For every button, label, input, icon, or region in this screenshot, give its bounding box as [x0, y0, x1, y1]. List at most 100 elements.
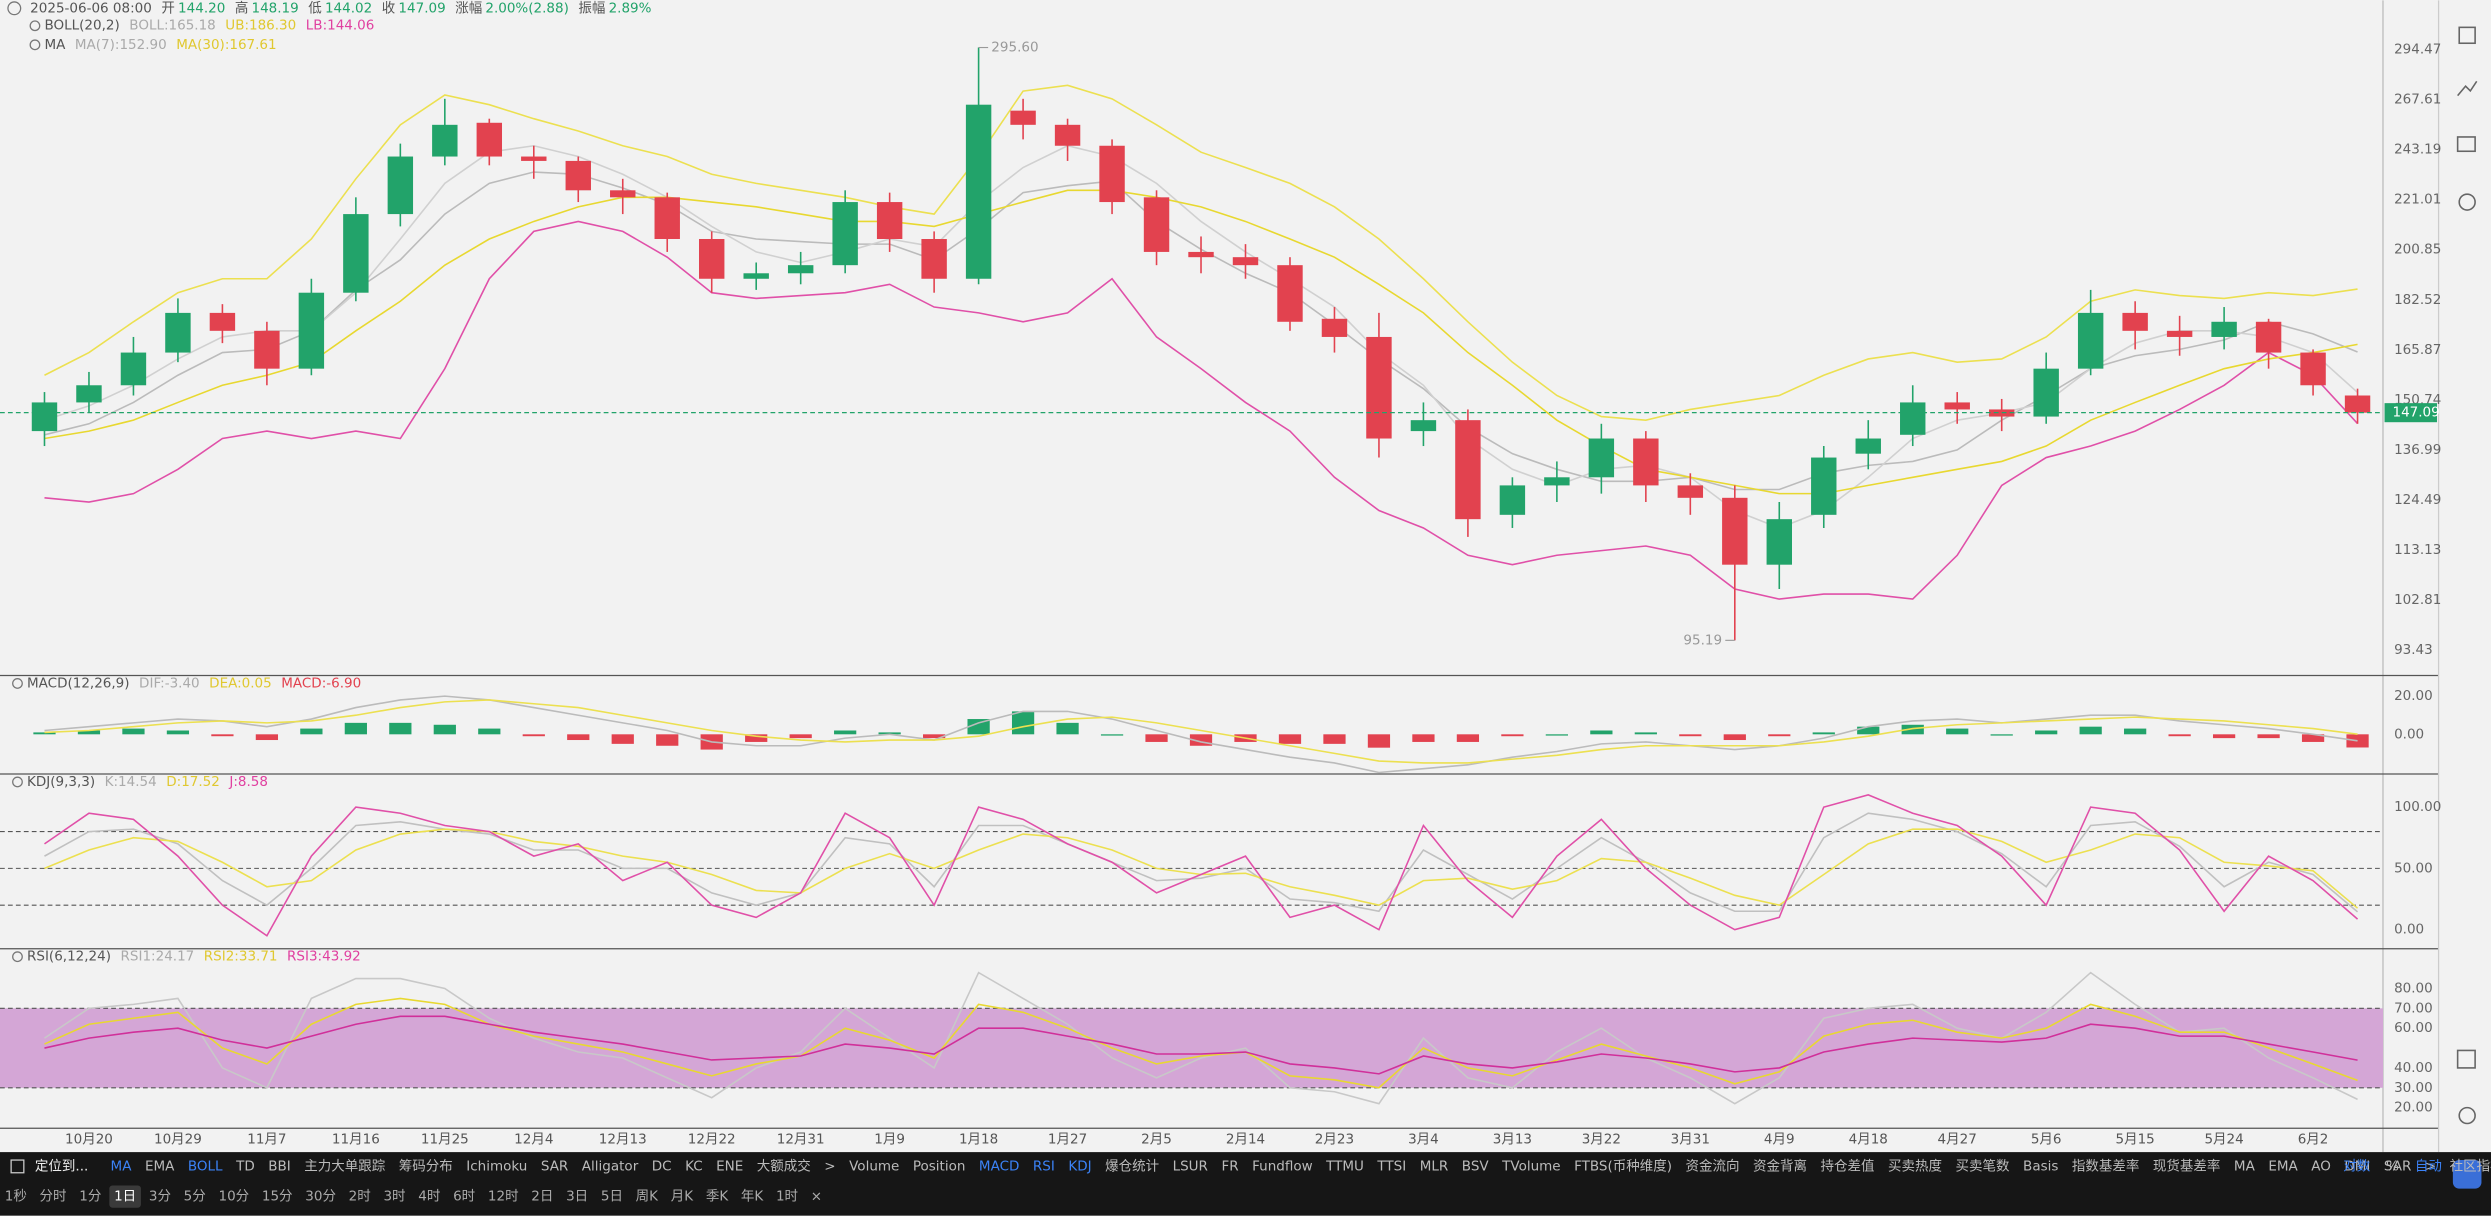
period-button[interactable]: 10分 [218, 1189, 249, 1205]
indicator-button[interactable]: > [2425, 1158, 2436, 1174]
scale-button[interactable]: 对数 [2343, 1158, 2370, 1174]
indicator-button[interactable]: 筹码分布 [399, 1157, 453, 1174]
app-icon[interactable] [2452, 1160, 2482, 1189]
candle-body [876, 202, 903, 240]
tool-icon[interactable] [2456, 136, 2476, 153]
indicator-button[interactable]: Fundflow [1252, 1158, 1313, 1174]
indicator-button[interactable]: SAR [2384, 1158, 2411, 1174]
x-tick-label: 12月13 [599, 1131, 647, 1147]
period-button[interactable]: 1时 [776, 1189, 798, 1205]
indicator-button[interactable]: 主力大单跟踪 [304, 1158, 385, 1174]
indicator-button[interactable]: 社区指标 [2450, 1158, 2491, 1174]
indicator-button[interactable]: EMA [145, 1158, 175, 1174]
tool-icon[interactable] [2458, 26, 2476, 45]
indicator-button[interactable]: RSI [1033, 1158, 1055, 1174]
indicator-button[interactable]: ENE [716, 1158, 743, 1174]
indicator-button[interactable]: FTBS(币种维度) [1574, 1158, 1672, 1174]
x-tick-label: 1月18 [959, 1131, 998, 1147]
period-button[interactable]: 周K [636, 1189, 660, 1205]
period-button[interactable]: 6时 [453, 1189, 475, 1205]
period-button[interactable]: 3时 [383, 1189, 405, 1205]
y-tick-label: 0.00 [2394, 922, 2424, 938]
header-value: 2.89% [609, 0, 652, 16]
indicator-button[interactable]: Alligator [582, 1158, 639, 1174]
indicator-button[interactable]: FR [1221, 1158, 1238, 1174]
x-tick-label: 4月18 [1849, 1131, 1888, 1147]
period-button[interactable]: 12时 [488, 1189, 519, 1205]
tool-icon[interactable] [2458, 1106, 2476, 1125]
indicator-button[interactable]: TTMU [1325, 1158, 1364, 1174]
tool-icon[interactable] [2457, 80, 2478, 97]
x-tick-label: 2月14 [1226, 1131, 1265, 1147]
period-button[interactable]: 4时 [418, 1189, 440, 1205]
period-button[interactable]: 1秒 [5, 1189, 27, 1205]
indicator-button[interactable]: BBI [268, 1158, 291, 1174]
tool-icon[interactable] [2458, 193, 2476, 211]
scale-button[interactable]: % [2386, 1158, 2399, 1174]
period-button[interactable]: 1日 [114, 1189, 136, 1205]
indicator-button[interactable]: 爆仓统计 [1105, 1158, 1159, 1174]
indicator-button[interactable]: MA [111, 1158, 133, 1174]
candle-body [787, 265, 814, 274]
tool-icon[interactable] [2456, 1049, 2476, 1069]
period-button[interactable]: 15分 [262, 1189, 293, 1205]
indicator-button[interactable]: TVolume [1501, 1158, 1560, 1174]
indicator-button[interactable]: LSUR [1173, 1158, 1208, 1174]
y-tick-label: 165.87 [2394, 342, 2441, 358]
indicator-button[interactable]: EMA [2268, 1158, 2298, 1174]
period-button[interactable]: 5分 [184, 1189, 206, 1205]
indicator-button[interactable]: Position [913, 1158, 966, 1174]
period-button[interactable]: × [811, 1189, 822, 1205]
header-label: 涨幅 [455, 0, 482, 16]
indicator-button[interactable]: AO [2311, 1158, 2331, 1174]
macd-bar [166, 730, 190, 735]
period-button[interactable]: 季K [706, 1189, 730, 1205]
indicator-button[interactable]: 现货基差率 [2153, 1157, 2221, 1174]
macd-bar [1768, 734, 1791, 737]
indicator-button[interactable]: 买卖笔数 [1956, 1158, 2010, 1174]
indicator-button[interactable]: Volume [849, 1158, 899, 1174]
candle-body [1366, 336, 1392, 439]
candle-body [521, 156, 547, 161]
indicator-button[interactable]: Ichimoku [466, 1158, 527, 1174]
indicator-button[interactable]: 指数基差率 [2072, 1157, 2140, 1174]
period-button[interactable]: 3日 [566, 1189, 588, 1205]
period-button[interactable]: 年K [741, 1189, 765, 1205]
scale-button[interactable]: 自动 [2415, 1158, 2442, 1174]
candle-body [1544, 477, 1570, 486]
period-button[interactable]: 月K [671, 1189, 695, 1205]
period-button[interactable]: 3分 [149, 1189, 171, 1205]
indicator-button[interactable]: 买卖热度 [1888, 1158, 1942, 1174]
indicator-button[interactable]: DMI [2344, 1158, 2370, 1174]
indicator-line [44, 1015, 2358, 1075]
indicator-button[interactable]: Basis [2023, 1158, 2058, 1174]
period-button[interactable]: 5日 [601, 1189, 623, 1205]
locate-button[interactable]: 定位到... [35, 1158, 88, 1174]
period-button[interactable]: 2日 [531, 1189, 553, 1205]
indicator-button[interactable]: TD [235, 1158, 255, 1174]
indicator-button[interactable]: 资金背离 [1753, 1157, 1807, 1174]
indicator-button[interactable]: KDJ [1068, 1158, 1091, 1174]
candle-body [1588, 438, 1615, 478]
indicator-button[interactable]: TTSI [1376, 1158, 1406, 1174]
y-tick-label: 70.00 [2394, 1000, 2433, 1016]
indicator-button[interactable]: 持仓差值 [1821, 1158, 1875, 1174]
indicator-button[interactable]: BSV [1462, 1158, 1490, 1174]
indicator-button[interactable]: KC [685, 1158, 703, 1174]
indicator-button[interactable]: MA [2234, 1158, 2256, 1174]
indicator-button[interactable]: BOLL [188, 1158, 223, 1174]
indicator-button[interactable]: MACD [979, 1158, 1019, 1174]
period-button[interactable]: 1分 [79, 1189, 101, 1205]
indicator-button[interactable]: SAR [541, 1158, 568, 1174]
indicator-button[interactable]: > [824, 1158, 835, 1174]
candle-body [1722, 497, 1748, 565]
indicator-button[interactable]: 大额成交 [757, 1157, 811, 1174]
indicator-button[interactable]: MLR [1420, 1158, 1449, 1174]
indicator-button[interactable]: 资金流向 [1686, 1158, 1740, 1174]
indicator-button[interactable]: DC [652, 1158, 672, 1174]
period-button[interactable]: 30分 [305, 1189, 336, 1205]
header-label: 高 [235, 0, 248, 16]
period-button[interactable]: 分时 [40, 1189, 67, 1205]
candle-body [298, 292, 325, 369]
period-button[interactable]: 2时 [349, 1189, 371, 1205]
